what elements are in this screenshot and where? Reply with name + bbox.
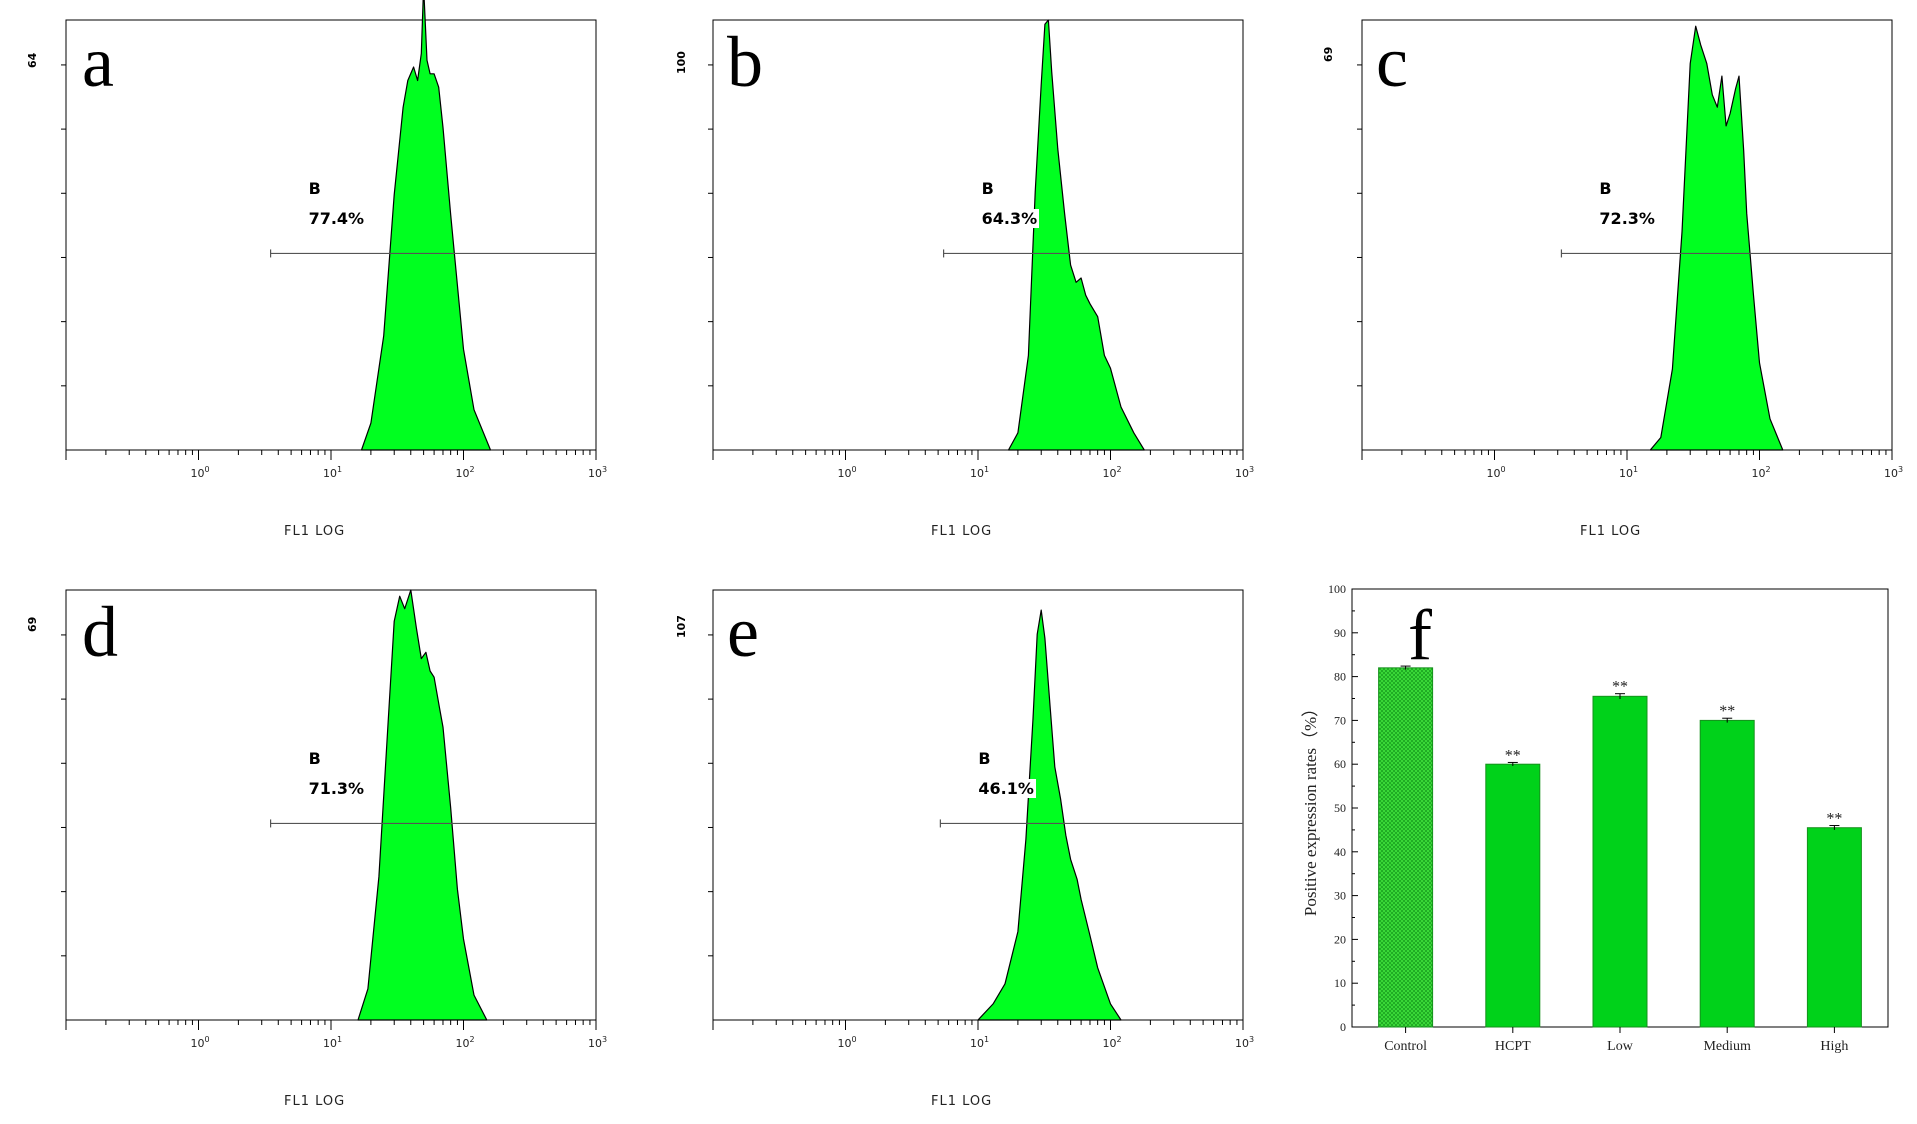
x-tick-label: HCPT — [1495, 1039, 1531, 1054]
x-tick-label: 103 — [1235, 465, 1254, 480]
y-tick-label: 80 — [1334, 670, 1346, 684]
significance-marker: ** — [1612, 679, 1628, 696]
histogram-panel-e: 100 101 102 103 e 107 B 46.1% FL1 LOG — [675, 588, 1254, 1109]
y-tick-label: 20 — [1334, 932, 1346, 946]
y-max-label: 69 — [1322, 46, 1335, 62]
y-tick-label: 60 — [1334, 757, 1346, 771]
x-tick-label: 100 — [1487, 465, 1506, 480]
x-tick-label: 103 — [1884, 465, 1903, 480]
histogram-panel-a: 100 101 102 103 a 64 B 77.4% FL1 LOG — [26, 0, 607, 539]
gate-name: B — [306, 749, 323, 769]
y-max-label: 107 — [675, 615, 688, 638]
bar — [1699, 719, 1755, 1028]
x-tick-label: Low — [1607, 1039, 1634, 1054]
x-tick-label: 103 — [588, 465, 607, 480]
histogram-panel-d: 100 101 102 103 d 69 B 71.3% FL1 LOG — [26, 588, 607, 1109]
plot-frame — [712, 19, 1244, 451]
gate-percent: 72.3% — [1597, 209, 1657, 229]
bar-chart-plot: 0 10 20 30 40 50 60 70 80 90 100 Positive expressio… — [1301, 582, 1889, 1054]
gate-name: B — [306, 179, 323, 199]
plot-frame — [712, 589, 1244, 1021]
gate-name: B — [979, 179, 996, 199]
bar — [1592, 695, 1648, 1028]
x-axis-label: FL1 LOG — [931, 524, 993, 539]
x-tick-label: 102 — [1103, 465, 1122, 480]
x-axis-label: FL1 LOG — [931, 1094, 993, 1109]
x-tick-label: Medium — [1703, 1039, 1751, 1054]
panel-letter: c — [1376, 22, 1408, 102]
x-tick-label: 102 — [456, 465, 475, 480]
panel-letter: b — [727, 22, 763, 102]
bar — [1378, 667, 1434, 1028]
gate-name: B — [976, 749, 993, 769]
x-tick-label: 103 — [1235, 1035, 1254, 1050]
y-max-label: 69 — [26, 616, 39, 632]
histogram-plot: 100 101 102 103 — [708, 19, 1254, 480]
plot-frame — [1361, 19, 1893, 451]
gate-percent: 77.4% — [306, 209, 367, 229]
gate-percent: 64.3% — [979, 209, 1040, 229]
gate-percent: 71.3% — [306, 779, 367, 799]
x-tick-label: 100 — [838, 465, 857, 480]
panel-letter: e — [727, 592, 759, 672]
x-axis-label: FL1 LOG — [1580, 524, 1642, 539]
x-tick-label: High — [1820, 1039, 1848, 1054]
x-tick-label: 102 — [456, 1035, 475, 1050]
histogram-area — [357, 589, 488, 1021]
x-tick-label: 100 — [191, 465, 210, 480]
panel-letter: f — [1408, 595, 1432, 675]
histogram-plot: 100 101 102 103 — [61, 0, 607, 480]
x-tick-label: 101 — [970, 465, 989, 480]
plot-frame — [65, 589, 597, 1021]
panel-letter: a — [82, 22, 114, 102]
significance-marker: ** — [1719, 703, 1735, 720]
x-tick-label: 101 — [970, 1035, 989, 1050]
histogram-area — [1007, 19, 1145, 451]
x-tick-label: 102 — [1752, 465, 1771, 480]
x-tick-label: 102 — [1103, 1035, 1122, 1050]
y-max-label: 64 — [26, 52, 39, 68]
gate-percent: 46.1% — [976, 779, 1036, 799]
significance-marker: ** — [1505, 747, 1521, 764]
gate-name: B — [1597, 179, 1614, 199]
y-tick-label: 0 — [1340, 1020, 1346, 1034]
y-max-label: 100 — [675, 51, 688, 74]
y-tick-label: 90 — [1334, 626, 1346, 640]
x-tick-label: 101 — [323, 465, 342, 480]
histogram-area — [977, 609, 1122, 1021]
bar — [1806, 827, 1862, 1028]
y-tick-label: 40 — [1334, 845, 1346, 859]
x-axis-label: FL1 LOG — [284, 1094, 346, 1109]
y-tick-label: 100 — [1328, 582, 1346, 596]
histogram-area — [1649, 25, 1784, 451]
histogram-panel-b: 100 101 102 103 b 100 B 64.3% FL1 LOG — [675, 18, 1254, 539]
x-tick-label: 101 — [1619, 465, 1638, 480]
y-axis-label: Positive expression rates（%） — [1301, 700, 1320, 916]
x-tick-label: 100 — [838, 1035, 857, 1050]
histogram-plot: 100 101 102 103 — [708, 589, 1254, 1050]
y-tick-label: 10 — [1334, 976, 1346, 990]
y-tick-label: 30 — [1334, 889, 1346, 903]
x-axis-label: FL1 LOG — [284, 524, 346, 539]
plot-frame — [65, 19, 597, 451]
x-tick-label: 103 — [588, 1035, 607, 1050]
panel-letter: d — [82, 592, 118, 672]
y-tick-label: 50 — [1334, 801, 1346, 815]
histogram-plot: 100 101 102 103 — [1357, 19, 1903, 480]
bar-chart-panel-f: 0 10 20 30 40 50 60 70 80 90 100 Positive expressio… — [1290, 575, 1900, 1065]
y-tick-label: 70 — [1334, 713, 1346, 727]
histogram-area — [360, 0, 492, 451]
histogram-plot: 100 101 102 103 — [61, 589, 607, 1050]
histogram-panel-c: 100 101 102 103 c 69 B 72.3% FL1 LOG — [1322, 18, 1903, 539]
x-tick-label: 101 — [323, 1035, 342, 1050]
x-tick-label: Control — [1384, 1039, 1427, 1054]
x-tick-label: 100 — [191, 1035, 210, 1050]
significance-marker: ** — [1826, 811, 1842, 828]
bar — [1485, 763, 1541, 1028]
